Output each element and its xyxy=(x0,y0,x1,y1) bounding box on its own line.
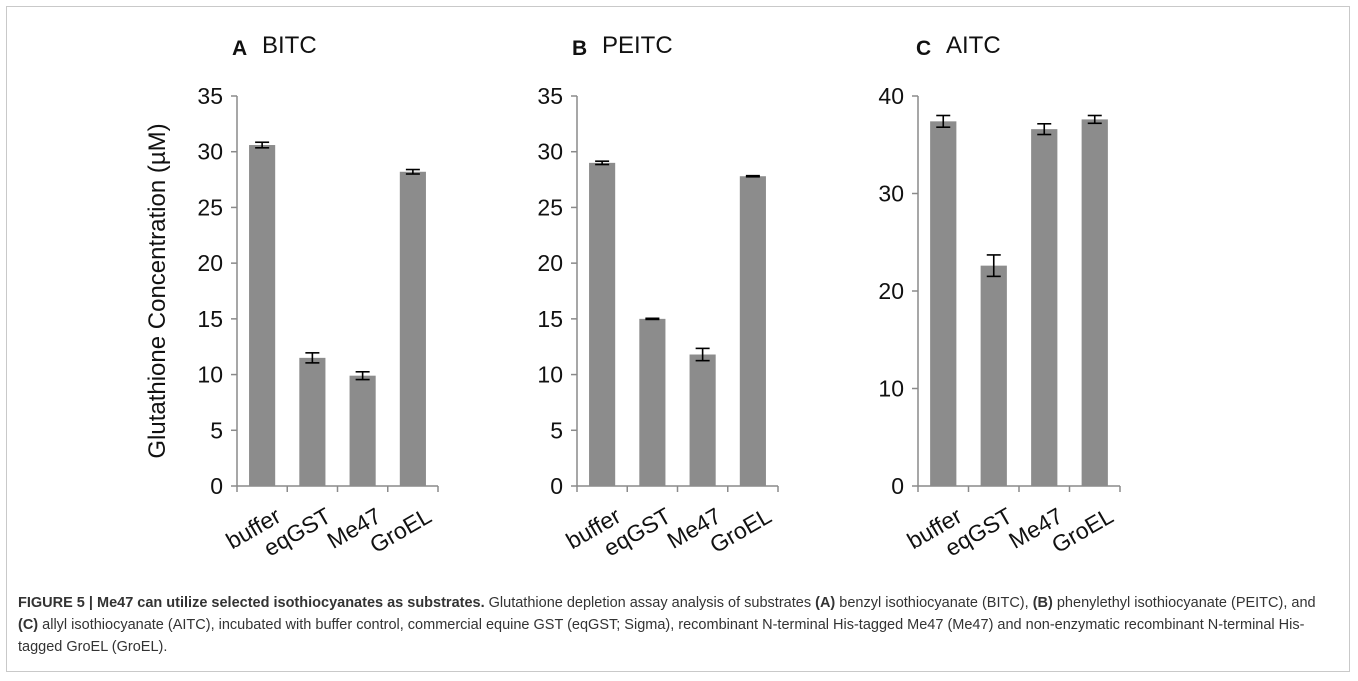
panel-letter: A xyxy=(232,37,247,60)
y-tick-label: 35 xyxy=(197,83,223,109)
bar xyxy=(981,266,1007,486)
bar xyxy=(930,121,956,486)
caption-ref-c: (C) xyxy=(18,617,38,633)
y-tick-label: 15 xyxy=(197,306,223,332)
caption-ref-b: (B) xyxy=(1033,595,1053,611)
y-tick-label: 5 xyxy=(210,417,223,443)
y-tick-label: 5 xyxy=(550,417,563,443)
bar xyxy=(1031,129,1057,486)
panel-title: PEITC xyxy=(602,32,673,59)
caption-text-4: allyl isothiocyanate (AITC), incubated w… xyxy=(18,617,1304,655)
y-tick-label: 25 xyxy=(197,194,223,220)
caption-text-3: phenylethyl isothiocyanate (PEITC), and xyxy=(1053,595,1316,611)
error-bar xyxy=(645,318,659,319)
y-tick-label: 30 xyxy=(197,139,223,165)
panel-letter: C xyxy=(916,37,931,60)
y-tick-label: 40 xyxy=(878,83,904,109)
caption-label: FIGURE 5 | Me47 can utilize selected iso… xyxy=(18,595,485,611)
bar xyxy=(249,145,275,486)
y-tick-label: 0 xyxy=(891,473,904,499)
bar xyxy=(350,376,376,486)
y-tick-label: 0 xyxy=(550,473,563,499)
bar xyxy=(639,319,665,486)
y-tick-label: 30 xyxy=(878,181,904,207)
y-tick-label: 10 xyxy=(537,362,563,388)
error-bar xyxy=(746,176,760,177)
caption-text-1: Glutathione depletion assay analysis of … xyxy=(485,595,815,611)
y-tick-label: 35 xyxy=(537,83,563,109)
y-tick-label: 0 xyxy=(210,473,223,499)
y-tick-label: 10 xyxy=(878,376,904,402)
caption-text-2: benzyl isothiocyanate (BITC), xyxy=(835,595,1032,611)
panel-title: AITC xyxy=(946,32,1001,59)
panel-letter: B xyxy=(572,37,587,60)
y-axis-label: Glutathione Concentration (µM) xyxy=(144,123,171,458)
y-tick-label: 30 xyxy=(537,139,563,165)
y-tick-label: 20 xyxy=(878,278,904,304)
y-tick-label: 20 xyxy=(537,250,563,276)
chart-area: A BITC05101520253035buffereqGSTMe47GroELG… xyxy=(0,0,1358,560)
y-tick-label: 25 xyxy=(537,194,563,220)
bar xyxy=(589,163,615,486)
bar xyxy=(400,172,426,486)
y-tick-label: 20 xyxy=(197,250,223,276)
y-tick-label: 15 xyxy=(537,306,563,332)
panel-title: BITC xyxy=(262,32,317,59)
figure-caption: FIGURE 5 | Me47 can utilize selected iso… xyxy=(18,592,1338,658)
bar xyxy=(299,358,325,486)
bar xyxy=(690,355,716,486)
caption-ref-a: (A) xyxy=(815,595,835,611)
y-tick-label: 10 xyxy=(197,362,223,388)
bar xyxy=(740,176,766,486)
chart-panel-a: A BITC05101520253035buffereqGSTMe47GroELG… xyxy=(144,32,438,560)
bar xyxy=(1082,119,1108,486)
